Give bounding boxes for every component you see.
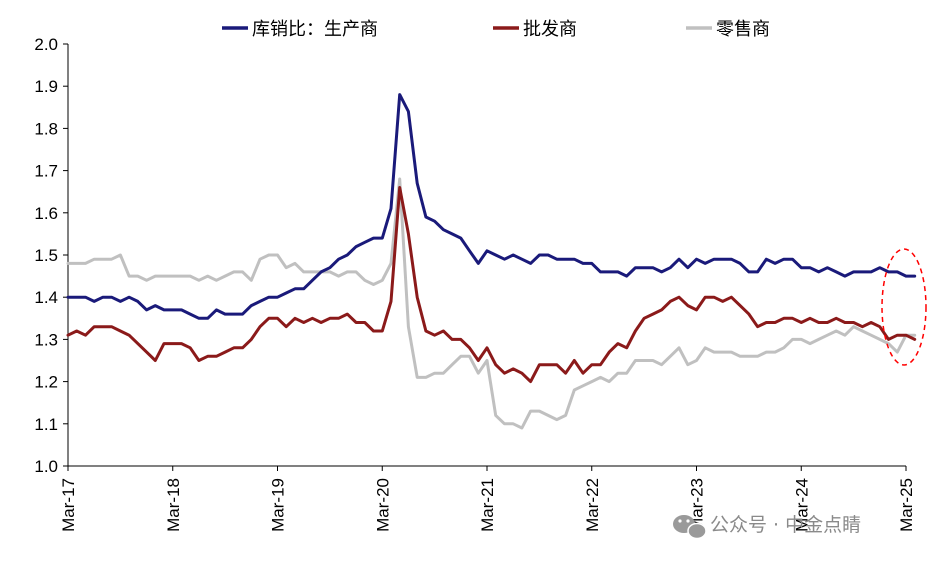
legend-label-1: 批发商 [523,19,577,40]
y-tick-label: 1.7 [34,162,58,181]
legend-label-2: 零售商 [716,19,770,40]
y-tick-label: 1.8 [34,119,58,138]
series-layer [66,93,917,430]
x-tick-label: Mar-21 [478,478,497,532]
x-tick-label: Mar-24 [792,478,811,532]
y-tick-label: 1.4 [34,288,58,307]
wechat-icon [673,515,707,540]
legend: 库销比：生产商 批发商 零售商 [222,19,770,40]
series-line-2 [66,177,917,430]
y-tick-label: 1.1 [34,415,58,434]
y-tick-label: 1.0 [34,457,58,476]
watermark-text: 公众号 · 中金点睛 [710,514,861,536]
x-tick-label: Mar-22 [583,478,602,532]
x-tick-label: Mar-17 [59,478,78,532]
y-tick-label: 2.0 [34,35,58,54]
x-tick-label: Mar-19 [269,478,288,532]
y-axis: 1.0 1.1 1.2 1.3 1.4 1.5 1.6 1.7 1.8 1.9 2.0 [34,35,69,476]
legend-label-0: 库销比：生产商 [252,19,378,40]
x-tick-label: Mar-25 [897,478,916,532]
y-tick-label: 1.9 [34,77,58,96]
series-line-1 [66,186,917,384]
y-tick-label: 1.3 [34,330,58,349]
y-tick-label: 1.6 [34,204,58,223]
y-tick-label: 1.5 [34,246,58,265]
x-tick-label: Mar-20 [373,478,392,532]
x-axis: Mar-17 Mar-18 Mar-19 Mar-20 Mar-21 Mar-22 Mar-… [59,465,916,532]
series-line-0 [66,93,917,320]
x-tick-label: Mar-18 [164,478,183,532]
highlight-ellipse [881,248,927,366]
y-tick-label: 1.2 [34,373,58,392]
watermark: 公众号 · 中金点睛 [673,514,861,540]
